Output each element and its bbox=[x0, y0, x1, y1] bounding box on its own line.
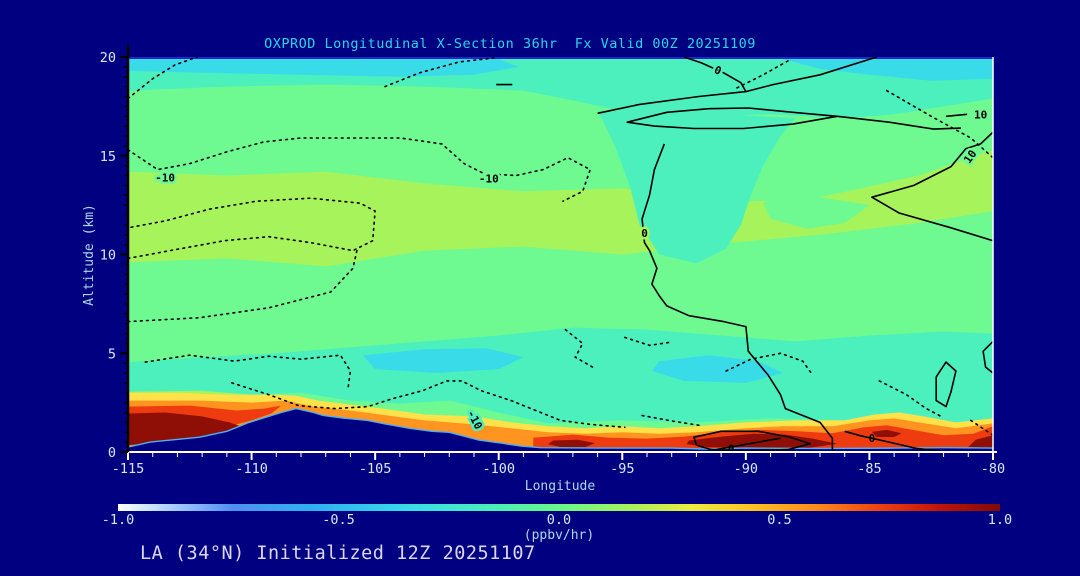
contour-solid-3 bbox=[837, 115, 961, 130]
contour-solid-12 bbox=[945, 113, 968, 118]
filled-region-cyan-top-right bbox=[782, 59, 993, 81]
x-tick-label: -85 bbox=[857, 461, 881, 477]
colorbar: -1.0 -0.5 0.0 0.5 1.0 bbox=[102, 504, 1012, 528]
contour-dotted-13 bbox=[878, 380, 942, 418]
filled-region-dark-red-blob-1 bbox=[548, 439, 596, 448]
y-tick-label: 15 bbox=[100, 149, 116, 165]
colorbar-tick-label: 1.0 bbox=[988, 512, 1012, 528]
contour-dotted-14 bbox=[970, 419, 993, 436]
x-tick-label: -80 bbox=[981, 461, 1005, 477]
y-tick-label: 10 bbox=[100, 248, 116, 264]
contour-dotted-1 bbox=[128, 57, 198, 100]
terrain-silhouette bbox=[128, 407, 993, 452]
x-tick-label: -100 bbox=[482, 461, 515, 477]
colorbar-tick-label: -0.5 bbox=[322, 512, 355, 528]
contour-label-7: 10 bbox=[974, 108, 987, 121]
filled-region-dark-red-core-west bbox=[128, 412, 247, 446]
colorbar-bar bbox=[118, 504, 1000, 511]
filled-region-teal-tongue-central bbox=[597, 110, 796, 264]
contour-solid-5 bbox=[641, 143, 834, 451]
contour-label-4: 0 bbox=[641, 227, 648, 240]
filled-region-cyan-pocket-west bbox=[362, 348, 524, 373]
contour-solid-1 bbox=[745, 57, 878, 93]
contour-solid-7 bbox=[982, 340, 993, 374]
colorbar-tick-label: 0.0 bbox=[547, 512, 571, 528]
y-axis-title: Altitude (km) bbox=[82, 204, 97, 306]
filled-region-lower-teal-band bbox=[128, 327, 993, 425]
contour-dotted-6 bbox=[128, 245, 359, 323]
x-axis-title: Longitude bbox=[525, 479, 596, 494]
contour-label-5: 0 bbox=[728, 442, 735, 455]
contour-solid-10 bbox=[844, 430, 942, 452]
colorbar-tick-label: -1.0 bbox=[102, 512, 135, 528]
contour-dotted-10 bbox=[624, 336, 670, 347]
x-tick-label: -90 bbox=[734, 461, 758, 477]
contour-solid-9 bbox=[716, 437, 781, 451]
filled-region-cyan-pocket-east bbox=[651, 355, 783, 383]
x-tick-label: -115 bbox=[112, 461, 145, 477]
contour-label-1: -10 bbox=[479, 173, 499, 186]
contour-dotted-3 bbox=[732, 60, 789, 91]
contour-dotted-7 bbox=[144, 354, 352, 390]
contour-dotted-4 bbox=[885, 89, 993, 159]
colorbar-tick-label: 0.5 bbox=[767, 512, 791, 528]
y-tick-label: 5 bbox=[108, 346, 116, 362]
filled-region-green-inset-patch bbox=[763, 191, 870, 229]
contour-solid-0 bbox=[597, 57, 747, 115]
contour-dotted-8 bbox=[231, 380, 626, 429]
filled-region-upper-yellow-green-band bbox=[128, 149, 993, 267]
run-annotation: LA (34°N) Initialized 12Z 20251107 bbox=[140, 543, 536, 564]
x-tick-label: -105 bbox=[359, 461, 392, 477]
contour-solid-4 bbox=[871, 131, 993, 242]
contour-label-6: 0 bbox=[869, 432, 876, 445]
contour-solid-8 bbox=[693, 430, 811, 452]
contour-dotted-11 bbox=[641, 414, 700, 427]
x-tick-label: -110 bbox=[235, 461, 268, 477]
y-tick-label: 0 bbox=[108, 445, 116, 461]
colorbar-units: (ppbv/hr) bbox=[524, 528, 594, 543]
contour-solid-6 bbox=[935, 361, 957, 408]
contour-label-0: -10 bbox=[155, 172, 175, 185]
filled-region-dark-red-blob-3 bbox=[871, 429, 902, 437]
x-tick-label: -95 bbox=[610, 461, 634, 477]
contour-dotted-2 bbox=[384, 57, 495, 88]
y-tick-label: 20 bbox=[100, 50, 116, 66]
filled-region-dark-red-east-edge bbox=[968, 435, 993, 449]
contour-dotted-0 bbox=[128, 137, 592, 202]
contour-dotted-12 bbox=[725, 352, 814, 376]
chart-title: OXPROD Longitudinal X-Section 36hr Fx Va… bbox=[264, 36, 756, 52]
contour-dotted-5 bbox=[128, 197, 376, 260]
